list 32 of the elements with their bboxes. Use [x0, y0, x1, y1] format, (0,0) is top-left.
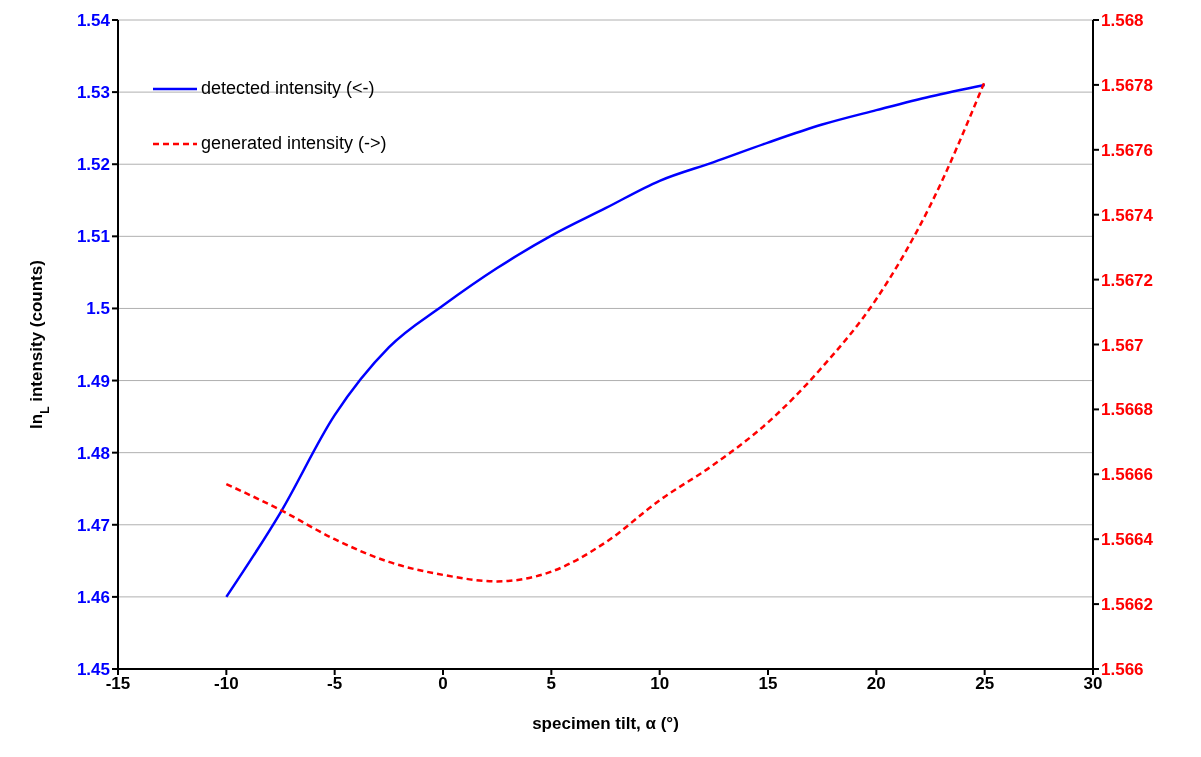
x-tick-label: 15	[758, 674, 778, 694]
y-tick-label: 1.47	[76, 515, 110, 535]
x-tick-label: 30	[1083, 674, 1103, 694]
y-tick-label: 1.48	[76, 443, 110, 463]
x-tick-label: 20	[866, 674, 886, 694]
y-tick-label: 1.46	[76, 587, 110, 607]
y2-tick-label: 1.5664	[1101, 530, 1154, 550]
x-tick-label: -5	[327, 674, 343, 694]
y-tick-label: 1.54	[76, 11, 111, 31]
y2-tick-label: 1.5678	[1101, 75, 1153, 95]
y2-tick-label: 1.5666	[1101, 465, 1153, 485]
y2-tick-label: 1.568	[1101, 11, 1144, 31]
y-tick-label: 1.5	[86, 299, 110, 319]
x-tick-label: 10	[650, 674, 670, 694]
y-tick-label: 1.51	[76, 227, 110, 247]
y2-tick-label: 1.5672	[1101, 270, 1153, 290]
y-tick-label: 1.53	[76, 83, 110, 103]
x-axis-title: specimen tilt, α (°)	[532, 714, 679, 733]
y2-tick-label: 1.566	[1101, 660, 1144, 680]
legend-label: generated intensity (->)	[201, 133, 387, 154]
x-tick-label: 25	[975, 674, 995, 694]
x-tick-label: -10	[214, 674, 239, 694]
y2-tick-label: 1.5676	[1101, 140, 1153, 160]
y2-tick-label: 1.5674	[1101, 205, 1154, 225]
legend-label: detected intensity (<-)	[201, 78, 375, 99]
y2-tick-label: 1.567	[1101, 335, 1144, 355]
x-tick-label: 5	[546, 674, 557, 694]
y2-tick-label: 1.5662	[1101, 595, 1153, 615]
y-tick-label: 1.52	[76, 155, 110, 175]
y-tick-label: 1.49	[76, 371, 110, 391]
x-tick-label: 0	[438, 674, 448, 694]
y2-tick-label: 1.5668	[1101, 400, 1153, 420]
